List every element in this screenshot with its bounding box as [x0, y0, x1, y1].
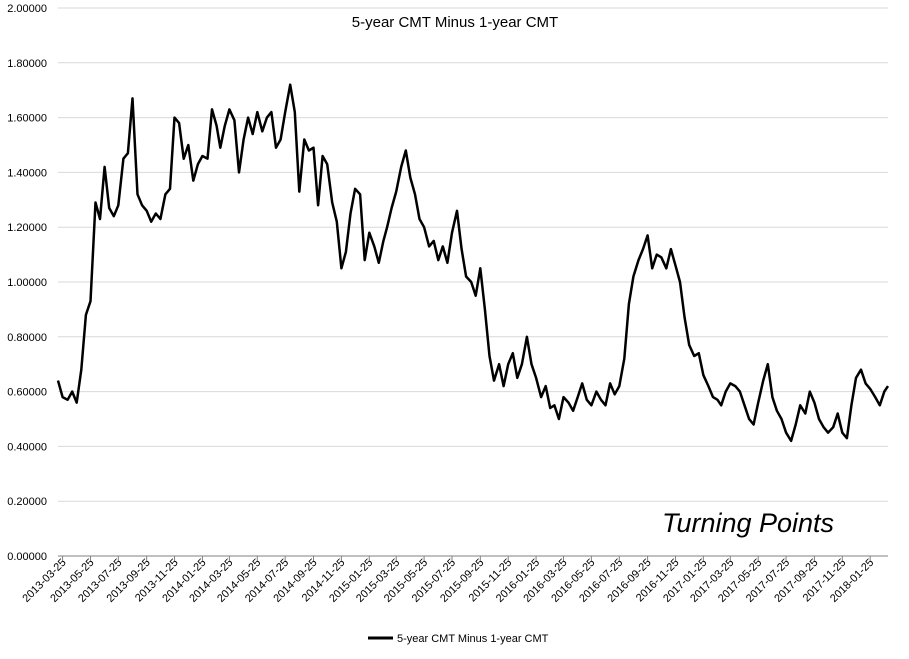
y-tick-label: 1.60000 [7, 113, 47, 125]
x-axis: 2013-03-252013-05-252013-07-252013-09-25… [20, 556, 876, 605]
y-tick-label: 1.00000 [7, 277, 47, 289]
y-tick-label: 0.80000 [7, 332, 47, 344]
y-tick-label: 1.40000 [7, 167, 47, 179]
gridlines [58, 7, 888, 502]
legend: 5-year CMT Minus 1-year CMT [368, 633, 549, 645]
y-tick-label: 0.20000 [7, 496, 47, 508]
y-tick-label: 2.00000 [7, 3, 47, 15]
y-tick-label: 0.00000 [7, 551, 47, 563]
series-layer [56, 83, 890, 443]
y-tick-label: 1.20000 [7, 222, 47, 234]
legend-label: 5-year CMT Minus 1-year CMT [397, 633, 549, 645]
series-line [56, 83, 890, 443]
y-axis: 0.00000 0.20000 0.40000 0.60000 0.80000 1.000… [7, 3, 47, 563]
watermark-text: Turning Points [662, 508, 834, 538]
y-tick-label: 1.80000 [7, 58, 47, 70]
chart-title: 5-year CMT Minus 1-year CMT [352, 14, 558, 31]
y-tick-label: 0.40000 [7, 441, 47, 453]
y-tick-label: 0.60000 [7, 387, 47, 399]
